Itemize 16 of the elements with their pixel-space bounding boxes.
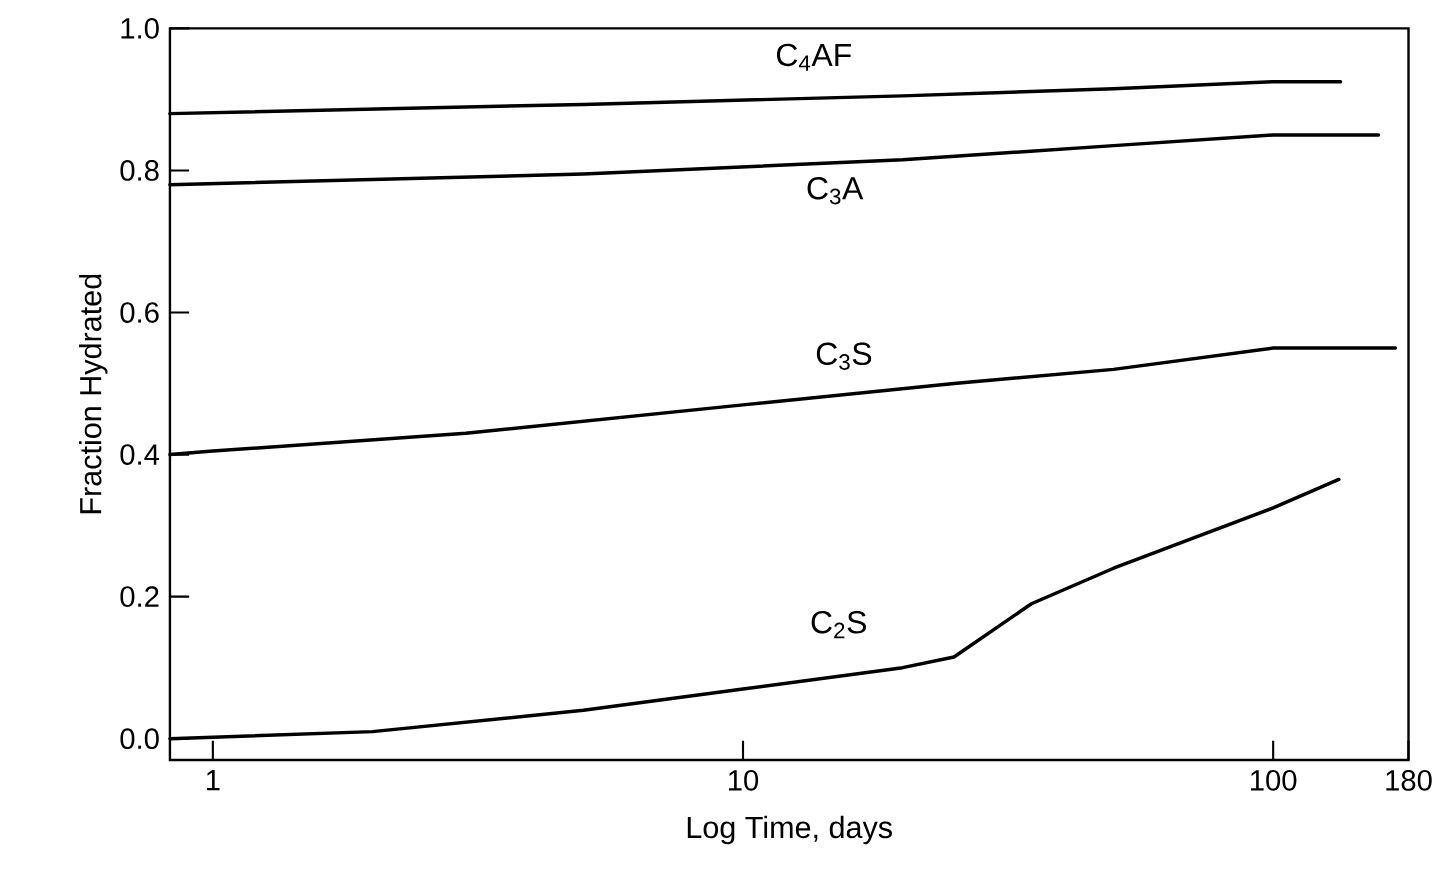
x-tick-label: 1 bbox=[206, 770, 220, 791]
y-tick-label: 0.8 bbox=[120, 160, 159, 181]
y-tick-label: 0.4 bbox=[120, 444, 160, 465]
y-tick-label: 0.2 bbox=[120, 586, 159, 607]
y-axis-title: Fraction Hydrated bbox=[79, 274, 108, 514]
y-tick-label: 0.6 bbox=[120, 302, 159, 323]
y-tick-label: 1.0 bbox=[121, 18, 159, 39]
series-label: C$_{3}$S bbox=[816, 342, 872, 370]
y-tick-label: 0.0 bbox=[120, 728, 159, 750]
x-tick-label: 100 bbox=[1251, 770, 1297, 791]
x-axis-title: Log Time, days bbox=[687, 815, 892, 845]
series-label: C$_{2}$S bbox=[811, 610, 866, 639]
x-tick-label: 180 bbox=[1386, 770, 1432, 791]
x-tick-label: 10 bbox=[728, 770, 759, 791]
series-label: C$_{3}$A bbox=[807, 176, 864, 205]
series-label: C$_{4}$AF bbox=[776, 43, 851, 71]
